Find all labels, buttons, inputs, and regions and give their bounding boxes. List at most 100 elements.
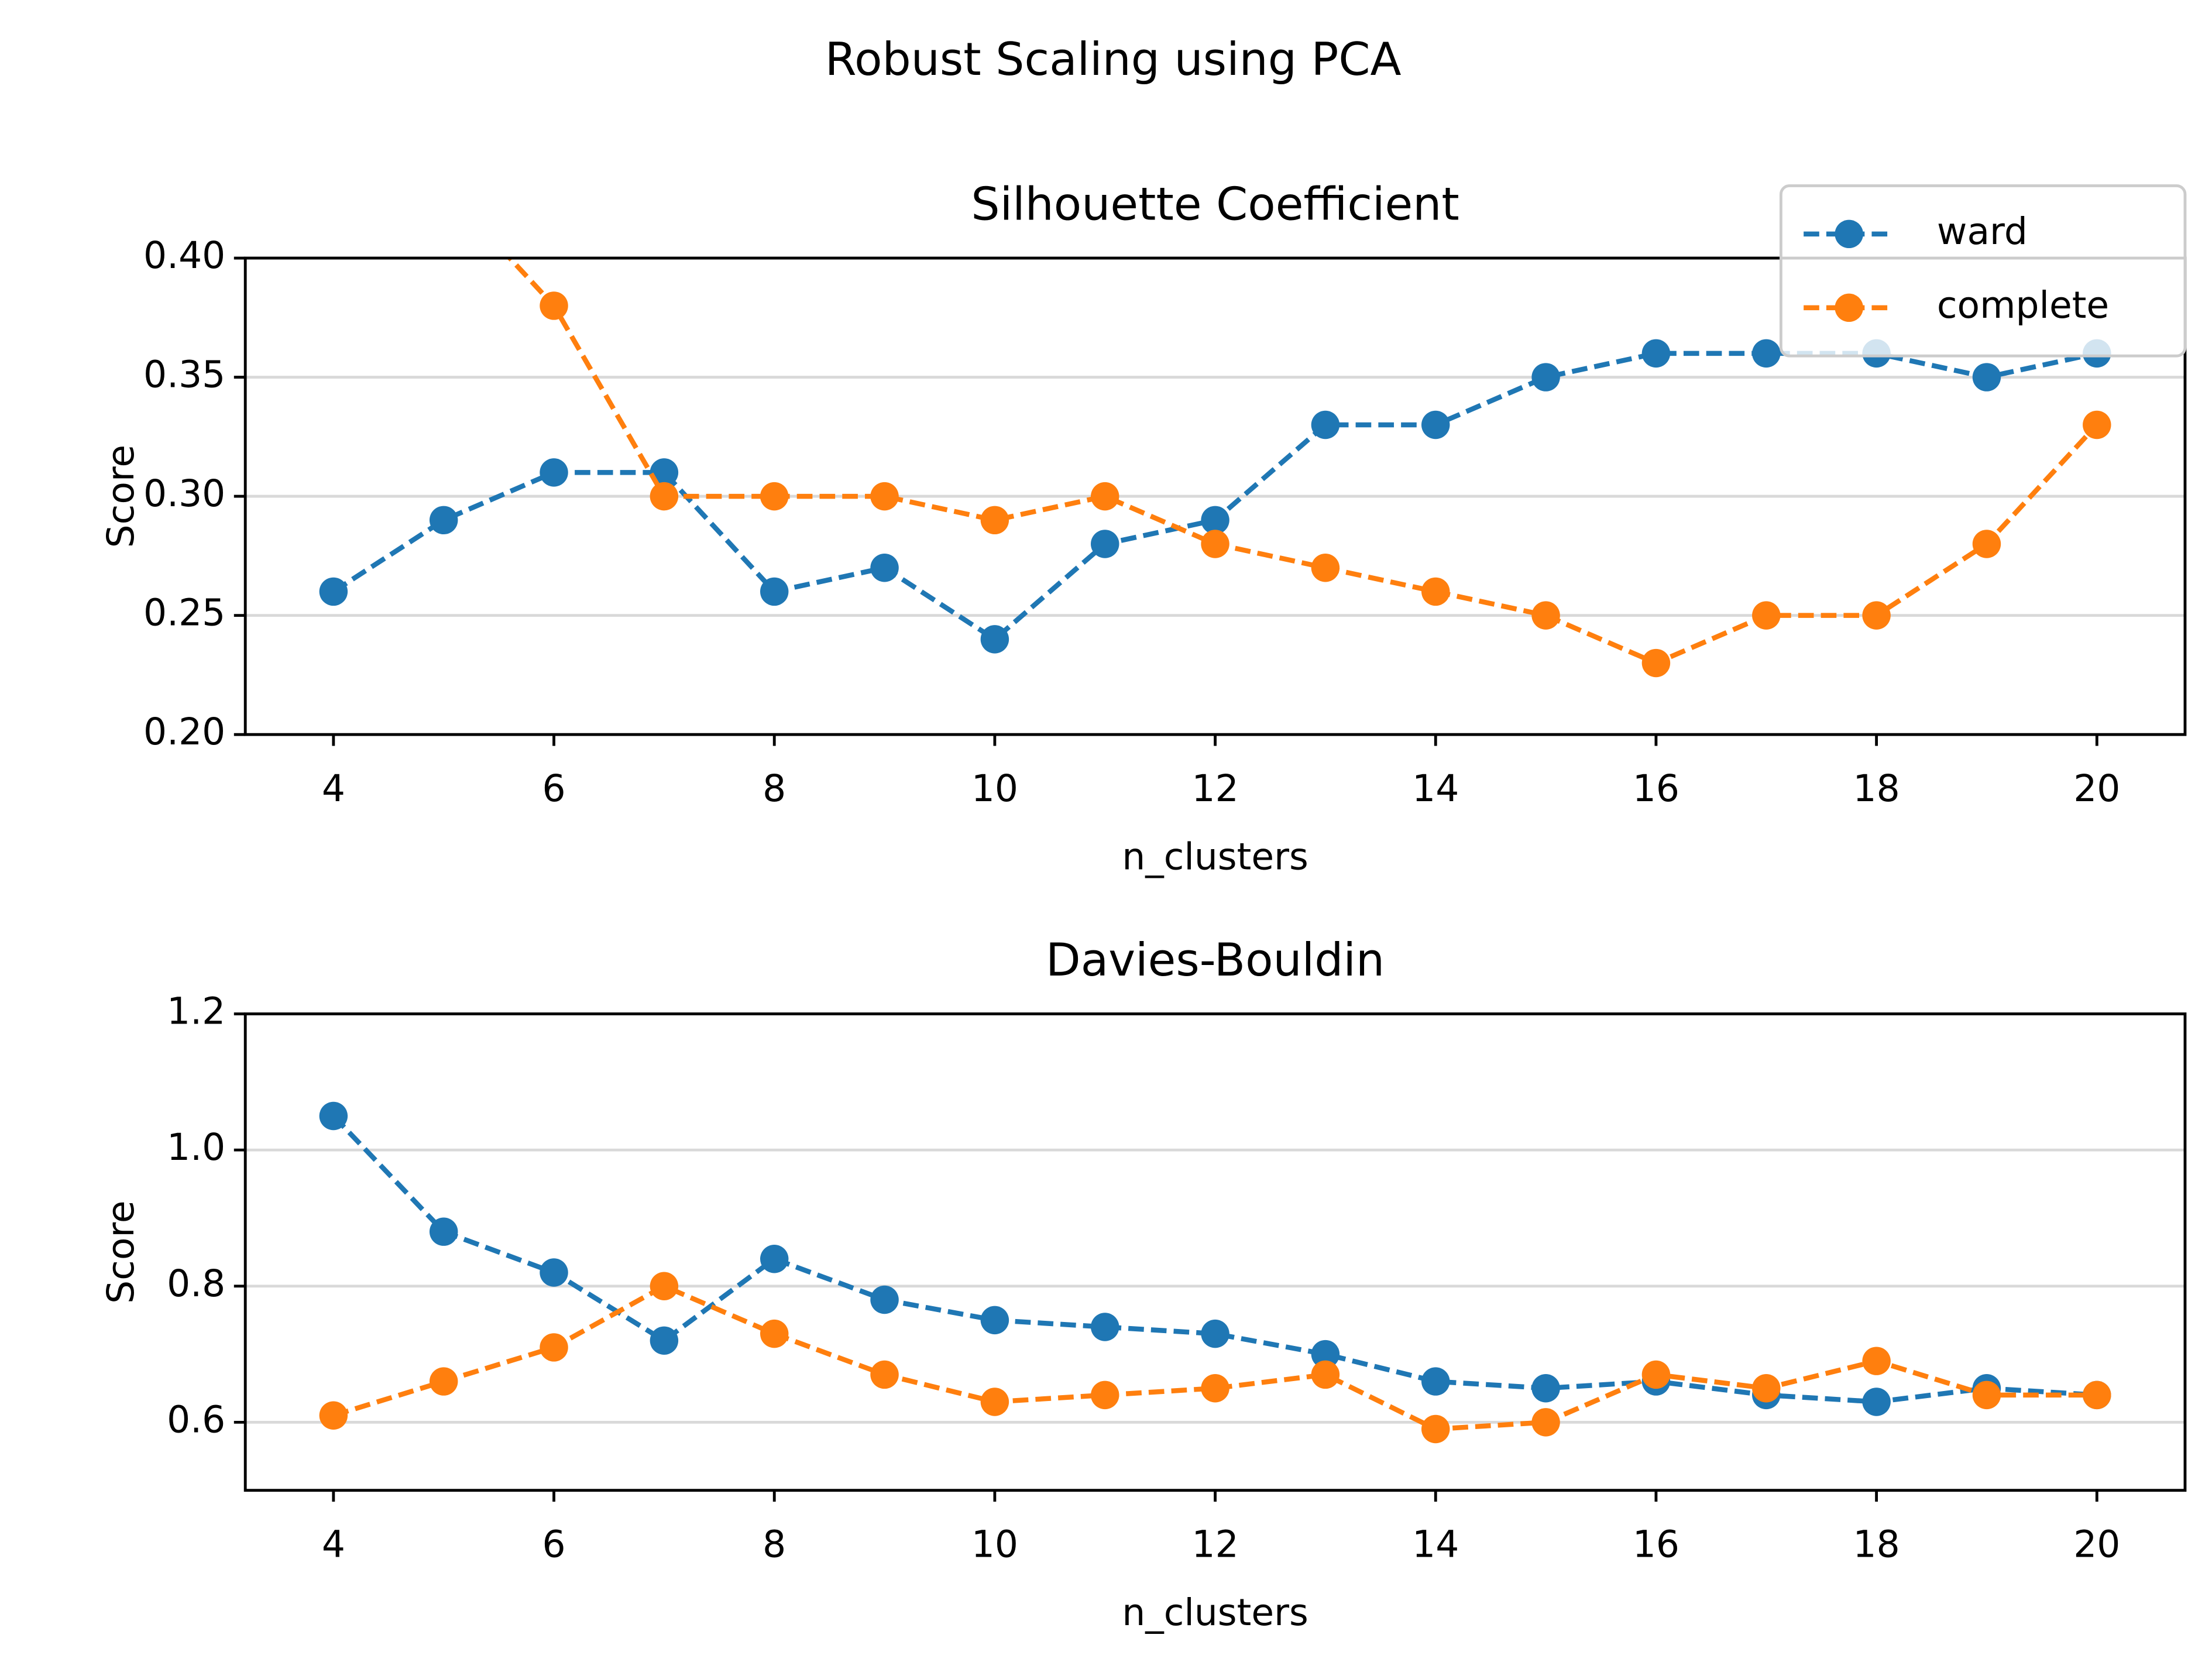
legend-label: ward [1937, 210, 2028, 253]
marker [1311, 410, 1340, 439]
marker [319, 1101, 348, 1131]
x-tick-label: 20 [2073, 1523, 2120, 1566]
marker [980, 1306, 1009, 1335]
x-axis-label: n_clusters [1122, 1591, 1308, 1634]
marker [1091, 1313, 1119, 1341]
marker [1201, 1319, 1229, 1348]
x-tick-label: 18 [1853, 1523, 1900, 1566]
y-tick-label: 0.20 [143, 710, 225, 753]
x-tick-label: 8 [762, 767, 786, 810]
x-tick-label: 20 [2073, 767, 2120, 810]
x-tick-label: 10 [971, 767, 1018, 810]
x-tick-label: 8 [762, 1523, 786, 1566]
marker [1862, 601, 1891, 630]
marker [870, 1285, 899, 1314]
y-tick-label: 1.2 [167, 990, 225, 1033]
marker [760, 1319, 789, 1348]
x-tick-label: 16 [1633, 767, 1679, 810]
x-axis-label: n_clusters [1122, 835, 1308, 878]
marker [429, 1217, 458, 1246]
y-tick-label: 0.30 [143, 472, 225, 515]
x-tick-label: 10 [971, 1523, 1018, 1566]
y-axis-label: Score [99, 1200, 142, 1303]
legend-label: complete [1937, 284, 2109, 327]
marker [870, 482, 899, 511]
marker [1311, 553, 1340, 582]
marker [760, 577, 789, 606]
x-tick-label: 4 [322, 767, 345, 810]
x-tick-label: 6 [542, 767, 565, 810]
marker [2083, 1380, 2111, 1410]
marker [1091, 1380, 1119, 1410]
marker [870, 553, 899, 582]
marker [1862, 1388, 1891, 1416]
legend-marker [1835, 219, 1863, 249]
x-tick-label: 16 [1633, 1523, 1679, 1566]
marker [1641, 648, 1671, 678]
marker [1531, 601, 1560, 630]
marker [540, 1333, 568, 1362]
x-tick-label: 12 [1191, 767, 1238, 810]
figure-title: Robust Scaling using PCA [825, 33, 1402, 86]
marker [1091, 530, 1119, 558]
marker [319, 577, 348, 606]
marker [1091, 482, 1119, 511]
marker [760, 1244, 789, 1273]
marker [760, 482, 789, 511]
marker [650, 1272, 679, 1300]
marker [1421, 1414, 1450, 1444]
marker [1531, 1408, 1560, 1437]
y-tick-label: 0.25 [143, 592, 225, 634]
marker [1862, 1347, 1891, 1375]
legend-marker [1835, 293, 1863, 322]
marker [980, 1388, 1009, 1416]
chart-title: Davies-Bouldin [1046, 934, 1385, 987]
marker [1421, 410, 1450, 439]
marker [1421, 577, 1450, 606]
series-line [331, 1114, 2097, 1404]
marker [319, 1401, 348, 1430]
marker [1201, 506, 1229, 535]
x-tick-label: 4 [322, 1523, 345, 1566]
x-tick-label: 6 [542, 1523, 565, 1566]
marker [1972, 363, 2001, 392]
marker [429, 506, 458, 535]
marker [650, 482, 679, 511]
marker [1421, 1367, 1450, 1396]
marker [1311, 1340, 1340, 1369]
plot-area [319, 1101, 2111, 1444]
marker [540, 291, 568, 320]
legend-box [1779, 184, 2187, 358]
marker [980, 625, 1009, 654]
marker [1311, 1360, 1340, 1389]
x-tick-label: 14 [1412, 767, 1459, 810]
marker [1531, 363, 1560, 392]
marker [1641, 1360, 1671, 1389]
marker [1531, 1373, 1560, 1403]
x-tick-label: 18 [1853, 767, 1900, 810]
x-tick-label: 14 [1412, 1523, 1459, 1566]
y-tick-label: 0.6 [167, 1398, 225, 1441]
marker [429, 1367, 458, 1396]
y-tick-label: 1.0 [167, 1126, 225, 1169]
axes-frame [243, 256, 2187, 736]
marker [870, 1360, 899, 1389]
marker [1972, 1380, 2001, 1410]
chart-title: Silhouette Coefficient [971, 178, 1459, 231]
marker [540, 458, 568, 487]
marker [2083, 410, 2111, 439]
marker [1201, 1373, 1229, 1403]
marker [650, 1326, 679, 1355]
y-axis-label: Score [99, 445, 142, 548]
marker [1752, 1373, 1781, 1403]
marker [1752, 339, 1781, 368]
x-tick-label: 12 [1191, 1523, 1238, 1566]
y-tick-label: 0.8 [167, 1262, 225, 1305]
y-tick-label: 0.40 [143, 234, 225, 277]
axes-frame [243, 1012, 2187, 1492]
marker [1201, 530, 1229, 558]
marker [1972, 530, 2001, 558]
marker [540, 1258, 568, 1287]
